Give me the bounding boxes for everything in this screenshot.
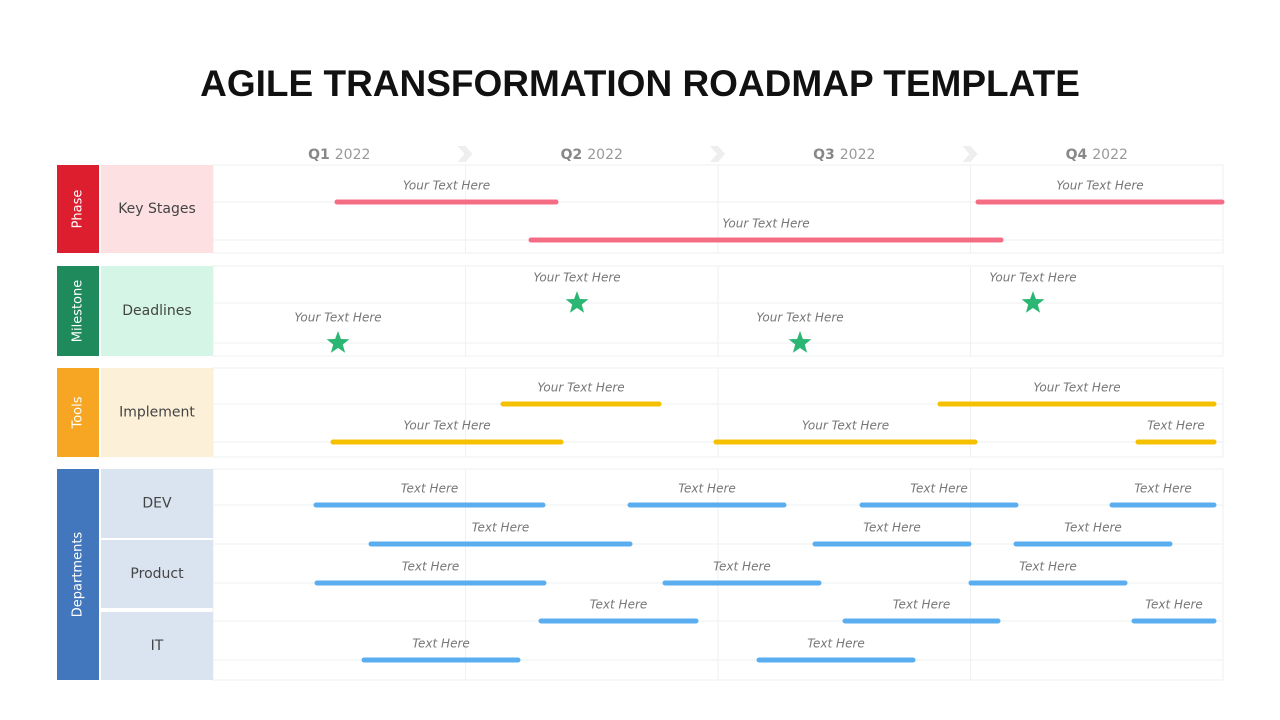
milestone-star (788, 331, 812, 353)
item-label: Text Here (401, 482, 459, 496)
row-cell (101, 368, 213, 457)
row-label: IT (151, 638, 164, 654)
row-cell (101, 612, 213, 680)
section-name: Phase (71, 190, 86, 229)
quarter-label: Q1 (308, 147, 330, 163)
row-cell (101, 165, 213, 253)
section-name: Departments (71, 532, 86, 618)
row-label: DEV (142, 496, 172, 512)
item-label: Your Text Here (403, 179, 490, 193)
milestone-star (1021, 291, 1045, 313)
item-label: Text Here (713, 560, 771, 574)
quarter-year: 2022 (1092, 147, 1128, 163)
row-cell (101, 540, 213, 608)
quarter-year: 2022 (587, 147, 623, 163)
title: AGILE TRANSFORMATION ROADMAP TEMPLATE (200, 63, 1080, 104)
section-tag (57, 165, 99, 253)
item-label: Text Here (1145, 598, 1203, 612)
item-label: Text Here (1147, 419, 1205, 433)
quarter-year: 2022 (335, 147, 371, 163)
item-label: Your Text Here (756, 311, 843, 325)
item-label: Your Text Here (294, 311, 381, 325)
row-label: Key Stages (118, 201, 196, 217)
item-label: Text Here (412, 637, 470, 651)
row-label: Product (130, 566, 184, 582)
row-cell (101, 469, 213, 538)
item-label: Text Here (910, 482, 968, 496)
item-label: Your Text Here (1056, 179, 1143, 193)
item-label: Text Here (678, 482, 736, 496)
section-tag (57, 266, 99, 356)
item-label: Your Text Here (1033, 381, 1120, 395)
item-label: Text Here (472, 521, 530, 535)
quarter-header: Q1 2022 (308, 147, 370, 163)
item-label: Text Here (402, 560, 460, 574)
item-label: Your Text Here (989, 271, 1076, 285)
quarter-label: Q3 (813, 147, 835, 163)
item-label: Text Here (807, 637, 865, 651)
item-label: Text Here (863, 521, 921, 535)
item-label: Your Text Here (533, 271, 620, 285)
item-label: Text Here (1064, 521, 1122, 535)
item-label: Text Here (893, 598, 951, 612)
row-label: Deadlines (122, 303, 191, 319)
row-cell (101, 266, 213, 356)
section-name: Milestone (71, 280, 86, 343)
chevron (710, 146, 725, 162)
section-tag (57, 469, 99, 680)
item-label: Text Here (590, 598, 648, 612)
quarter-header: Q4 2022 (1066, 147, 1128, 163)
item-label: Your Text Here (802, 419, 889, 433)
section-tag (57, 368, 99, 457)
milestone-star (326, 331, 350, 353)
item-label: Text Here (1134, 482, 1192, 496)
row-label: Implement (119, 405, 195, 421)
quarter-year: 2022 (840, 147, 876, 163)
chevron (457, 146, 473, 162)
item-label: Your Text Here (722, 217, 809, 231)
item-label: Your Text Here (537, 381, 624, 395)
quarter-header: Q2 2022 (561, 147, 623, 163)
quarter-header: Q3 2022 (813, 147, 875, 163)
milestone-star (565, 291, 589, 313)
item-label: Text Here (1019, 560, 1077, 574)
section-name: Tools (71, 396, 86, 429)
item-label: Your Text Here (403, 419, 490, 433)
quarter-label: Q2 (561, 147, 583, 163)
chevron (962, 146, 978, 162)
quarter-label: Q4 (1066, 147, 1088, 163)
